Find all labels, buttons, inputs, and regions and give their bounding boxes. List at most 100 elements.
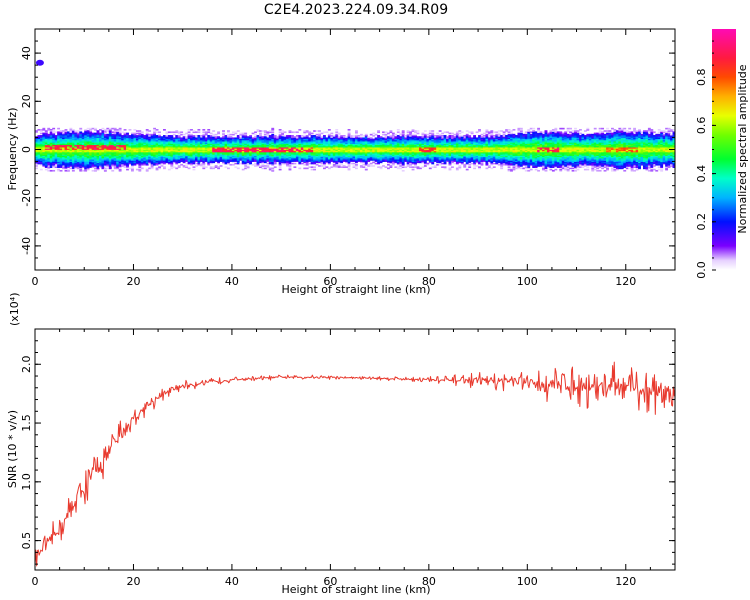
spectrogram-cell (150, 145, 154, 148)
spectrogram-cell (483, 155, 486, 158)
spectrogram-cell (291, 135, 294, 137)
spectrogram-cell (103, 162, 107, 165)
spectrogram-cell (367, 142, 371, 144)
spectrogram-cell (483, 154, 486, 156)
spectrogram-cell (263, 141, 267, 143)
spectrogram-cell (315, 154, 319, 156)
spectrogram-cell (150, 167, 154, 170)
spectrogram-cell (177, 136, 181, 138)
spectrogram-cell (160, 136, 164, 138)
spectrogram-cell (241, 151, 245, 154)
spectrogram-cell (103, 131, 107, 134)
spectrogram-cell (244, 139, 248, 142)
spectrogram-cell (283, 159, 287, 161)
spectrogram-cell (133, 156, 137, 159)
spectrogram-cell (113, 129, 117, 131)
spectrogram-cell (172, 156, 176, 159)
spectrogram-cell (387, 137, 390, 140)
spectrogram-cell (192, 159, 196, 161)
spectrogram-cell (121, 141, 125, 143)
spectrogram-cell (212, 150, 216, 153)
spectrogram-cell (229, 150, 233, 153)
spectrogram-cell (94, 163, 97, 166)
spectrogram-cell (254, 157, 257, 160)
spectrogram-cell (460, 137, 464, 140)
spectrogram-cell (438, 153, 442, 155)
spectrogram-cell (62, 143, 65, 146)
spectrogram-cell (453, 138, 457, 141)
spectrogram-cell (86, 159, 90, 161)
spectrogram-cell (67, 154, 70, 156)
spectrogram-cell (96, 159, 100, 161)
spectrogram-cell (436, 149, 440, 152)
spectrogram-cell (268, 137, 272, 140)
spectrogram-cell (305, 153, 309, 155)
spectrogram-cell (52, 169, 56, 172)
spectrogram-cell (254, 143, 257, 146)
spectrogram-cell (261, 130, 265, 132)
spectrogram-cell (355, 149, 358, 152)
spectrogram-cell (116, 165, 120, 167)
spectrogram-cell (236, 162, 240, 165)
spectrogram-cell (359, 138, 363, 141)
spectrogram-cell (458, 159, 462, 161)
spectrogram-cell (428, 150, 432, 153)
spectrogram-cell (67, 161, 70, 164)
spectrogram-cell (126, 160, 129, 162)
spectrogram-cell (271, 169, 275, 172)
spectrogram-cell (387, 150, 390, 153)
spectrogram-cell (396, 153, 400, 155)
spectrogram-cell (209, 136, 213, 138)
spectrogram-cell (251, 160, 255, 162)
spectrogram-cell (468, 159, 472, 161)
spectrogram-cell (192, 151, 196, 154)
spectrogram-cell (396, 162, 400, 165)
spectrogram-cell (362, 159, 366, 161)
spectrogram-cell (286, 143, 289, 146)
spectrogram-cell (406, 149, 410, 152)
spectrogram-cell (276, 155, 280, 158)
spectrogram-cell (170, 153, 174, 155)
spectrogram-cell (320, 149, 324, 152)
spectrogram-cell (271, 156, 275, 159)
spectrogram-cell (59, 151, 63, 154)
spectrogram-cell (143, 137, 147, 140)
spectrogram-cell (291, 160, 294, 162)
spectrogram-cell (345, 141, 349, 143)
spectrogram-cell (419, 156, 422, 159)
spectrogram-cell (118, 154, 122, 156)
spectrogram-cell (256, 142, 260, 144)
spectrogram-cell (401, 161, 405, 164)
spectrogram-cell (426, 159, 430, 161)
spectrogram-cell (300, 160, 304, 162)
spectrogram-cell (108, 129, 112, 131)
spectrogram-cell (212, 147, 216, 149)
spectrogram-cell (227, 150, 230, 153)
spectrogram-cell (180, 133, 184, 136)
spectrogram-cell (49, 163, 53, 166)
spectrogram-cell (468, 142, 472, 144)
spectrogram-cell (406, 160, 410, 162)
spectrogram-cell (305, 163, 309, 166)
spectrogram-cell (416, 157, 420, 160)
spectrogram-cell (278, 138, 282, 141)
spectrogram-cell (148, 142, 152, 144)
spectrogram-cell (295, 148, 299, 150)
spectrogram-cell (332, 166, 336, 168)
spectrogram-cell (229, 138, 233, 141)
spectrogram-cell (448, 144, 452, 147)
spectrogram-cell (451, 166, 454, 168)
spectrogram-cell (377, 130, 381, 132)
spectrogram-cell (298, 129, 302, 131)
spectrogram-cell (278, 165, 282, 167)
spectrogram-cell (352, 151, 356, 154)
spectrogram-cell (158, 133, 161, 136)
spectrogram-cell (49, 133, 53, 136)
spectrogram-cell (436, 154, 440, 156)
spectrogram-cell (101, 147, 105, 149)
spectrogram-cell (335, 154, 339, 156)
spectrogram-cell (231, 163, 235, 166)
spectrogram-cell (335, 142, 339, 144)
spectrogram-cell (406, 165, 410, 167)
spectrogram-cell (406, 148, 410, 150)
